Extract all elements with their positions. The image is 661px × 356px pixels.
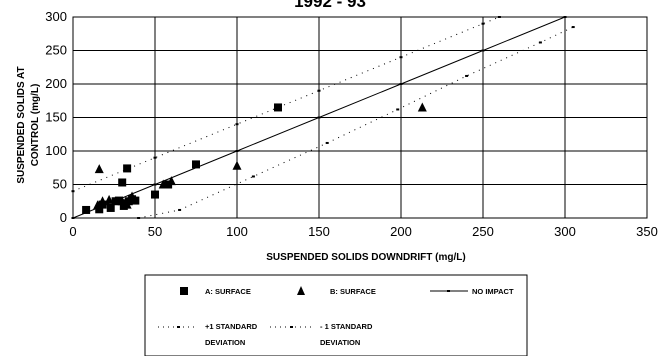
y-axis-title-line-2: CONTROL (mg/L) <box>30 84 41 167</box>
chart-title: 1992 - 93 <box>294 0 366 11</box>
legend-label-minus-sd-line-2: DEVIATION <box>320 338 360 347</box>
point-a-surface <box>274 103 282 112</box>
point-b-surface <box>158 179 168 189</box>
x-tick-label: 300 <box>554 224 576 239</box>
point-a-surface <box>192 160 200 169</box>
y-tick-label: 200 <box>45 76 67 91</box>
line-1-standard-deviation <box>72 16 500 192</box>
legend-square-marker-icon <box>180 287 188 295</box>
legend-label-b-surface: B: SURFACE <box>330 287 376 296</box>
y-tick-label: 50 <box>53 177 67 192</box>
point-b-surface <box>417 102 427 112</box>
line-marker-1-standard-deviation <box>465 74 469 77</box>
point-b-surface <box>122 199 132 209</box>
point-b-surface <box>93 200 103 210</box>
legend-label-minus-sd-line-1: - 1 STANDARD <box>320 322 373 331</box>
x-tick-label: 250 <box>472 224 494 239</box>
legend: A: SURFACE B: SURFACE NO IMPACT +1 STAND… <box>144 274 528 356</box>
y-tick-label: 300 <box>45 9 67 24</box>
line-marker-1-standard-deviation <box>538 41 542 44</box>
legend-label-plus-sd-line-1: +1 STANDARD <box>205 322 258 331</box>
line-marker-1-standard-deviation <box>481 22 485 25</box>
legend-label-no-impact: NO IMPACT <box>472 287 514 296</box>
point-a-surface <box>82 205 91 214</box>
point-a-surface <box>95 205 104 214</box>
y-tick-label: 100 <box>45 143 67 158</box>
point-b-surface <box>104 194 114 204</box>
line-marker-1-standard-deviation <box>396 108 400 111</box>
point-a-surface <box>151 190 159 199</box>
line-marker-1-standard-deviation <box>497 16 501 18</box>
line-marker-no-impact <box>563 16 567 18</box>
point-a-surface <box>114 196 123 205</box>
x-axis-title: SUSPENDED SOLIDS DOWNDRIFT (mg/L) <box>266 252 465 263</box>
legend-triangle-marker-icon <box>297 286 305 295</box>
y-tick-label: 150 <box>45 110 67 125</box>
line-marker-1-standard-deviation <box>317 89 321 92</box>
line-1-standard-deviation <box>138 26 574 219</box>
point-b-surface <box>127 191 137 201</box>
line-marker-no-impact <box>399 83 403 85</box>
line-marker-1-standard-deviation <box>71 190 75 193</box>
reference-lines <box>71 16 575 219</box>
legend-label-plus-sd-line-2: DEVIATION <box>205 338 245 347</box>
line-marker-no-impact <box>71 217 75 219</box>
line-marker-1-standard-deviation <box>325 141 329 144</box>
plot-area-frame <box>72 16 648 219</box>
point-a-surface <box>118 178 127 187</box>
line-marker-no-impact <box>235 150 239 152</box>
line-marker-no-impact <box>317 116 321 119</box>
line-marker-1-standard-deviation <box>399 56 403 59</box>
line-marker-1-standard-deviation <box>235 123 239 126</box>
line-marker-1-standard-deviation <box>137 217 141 219</box>
line-marker-1-standard-deviation <box>251 175 255 178</box>
x-tick-label: 100 <box>226 224 248 239</box>
data-points <box>82 102 427 214</box>
y-axis-title-line-1: SUSPENDED SOLIDS AT <box>16 66 27 183</box>
x-tick-label: 350 <box>636 224 658 239</box>
point-b-surface <box>232 160 242 170</box>
x-tick-label: 0 <box>69 224 76 239</box>
tick-labels: 0 50 100 150 200 250 300 350 0 50 100 150 200 250 300 <box>45 9 658 239</box>
legend-plus-sd-marker-icon <box>177 326 180 328</box>
y-tick-label: 250 <box>45 43 67 58</box>
point-b-surface <box>166 176 176 186</box>
y-tick-label: 0 <box>60 210 67 225</box>
legend-label-a-surface: A: SURFACE <box>205 287 251 296</box>
x-tick-label: 150 <box>308 224 330 239</box>
point-a-surface <box>106 203 115 212</box>
line-marker-no-impact <box>481 49 485 52</box>
point-b-surface <box>94 164 104 174</box>
y-axis-title-group: SUSPENDED SOLIDS AT CONTROL (mg/L) <box>16 66 41 183</box>
line-marker-1-standard-deviation <box>571 26 575 29</box>
point-b-surface <box>117 196 127 206</box>
legend-minus-sd-marker-icon <box>290 326 293 328</box>
point-b-surface <box>98 196 108 206</box>
x-tick-label: 200 <box>390 224 412 239</box>
point-a-surface <box>131 196 140 205</box>
legend-no-impact-marker-icon <box>447 290 450 292</box>
line-marker-1-standard-deviation <box>178 208 182 211</box>
line-marker-no-impact <box>153 183 157 186</box>
point-a-surface <box>123 164 132 173</box>
x-tick-label: 50 <box>148 224 162 239</box>
legend-frame <box>144 274 528 356</box>
line-marker-1-standard-deviation <box>153 156 157 159</box>
